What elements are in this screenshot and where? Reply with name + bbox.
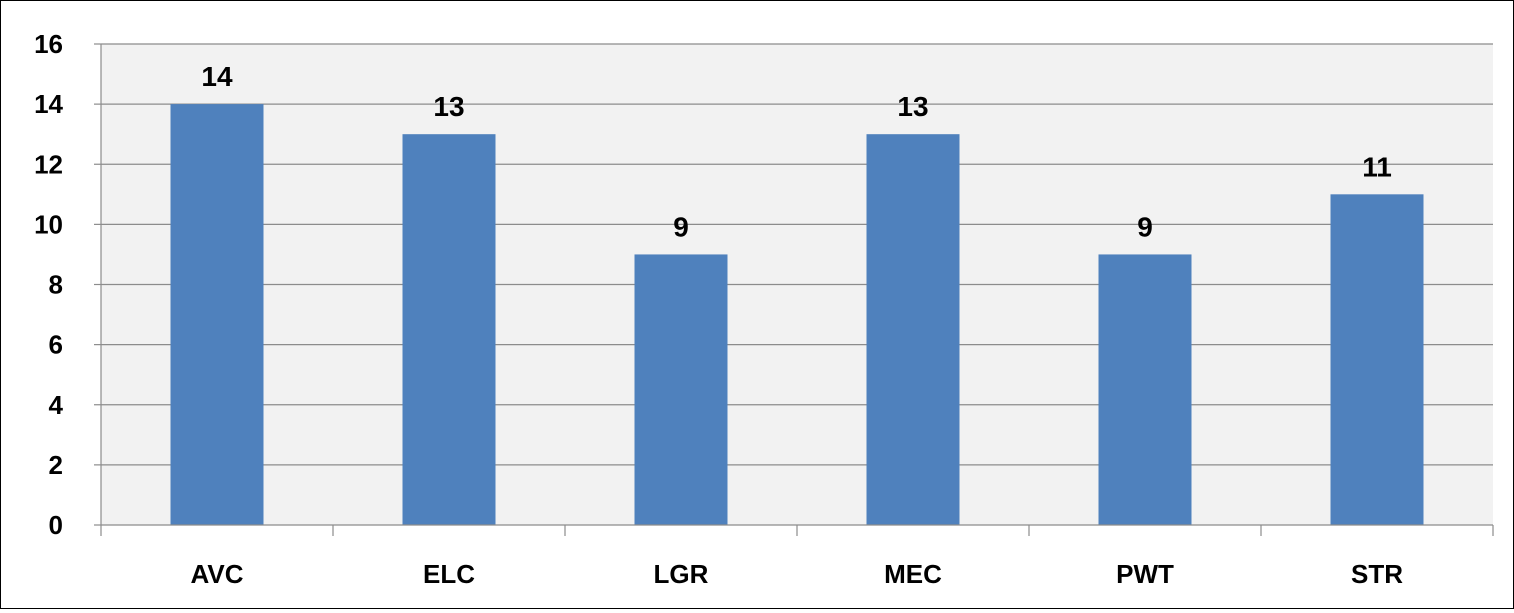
x-tick-label: MEC [884,559,942,589]
y-tick-label: 10 [34,209,63,239]
y-tick-label: 4 [49,390,64,420]
y-tick-label: 16 [34,29,63,59]
data-label-mec: 13 [897,91,928,122]
x-tick-label: STR [1351,559,1403,589]
bar-avc [170,104,264,525]
axes [94,43,1494,536]
bar-mec [866,134,960,525]
bar-pwt [1098,254,1192,525]
x-tick-label: LGR [654,559,709,589]
y-tick-label: 2 [49,450,63,480]
labels: 0 2 4 6 8 10 12 14 16 14 AVC 13 ELC 9 LGR 13 MEC 9 PWT 11 ST… [34,29,1403,589]
y-tick-label: 12 [34,149,63,179]
y-tick-label: 14 [34,89,63,119]
data-label-str: 11 [1362,151,1392,182]
x-tick-label: PWT [1116,559,1174,589]
y-tick-label: 6 [49,330,63,360]
data-label-elc: 13 [433,91,464,122]
data-label-avc: 14 [201,61,233,92]
gridlines [101,43,1493,466]
data-label-pwt: 9 [1137,211,1153,242]
y-tick-label: 0 [49,510,63,540]
bar-str [1330,194,1424,525]
bars [170,104,1424,525]
y-tick-label: 8 [49,270,63,300]
bar-lgr [634,254,728,525]
x-tick-label: ELC [423,559,475,589]
bar-elc [402,134,496,525]
x-tick-label: AVC [191,559,244,589]
data-label-lgr: 9 [673,211,689,242]
